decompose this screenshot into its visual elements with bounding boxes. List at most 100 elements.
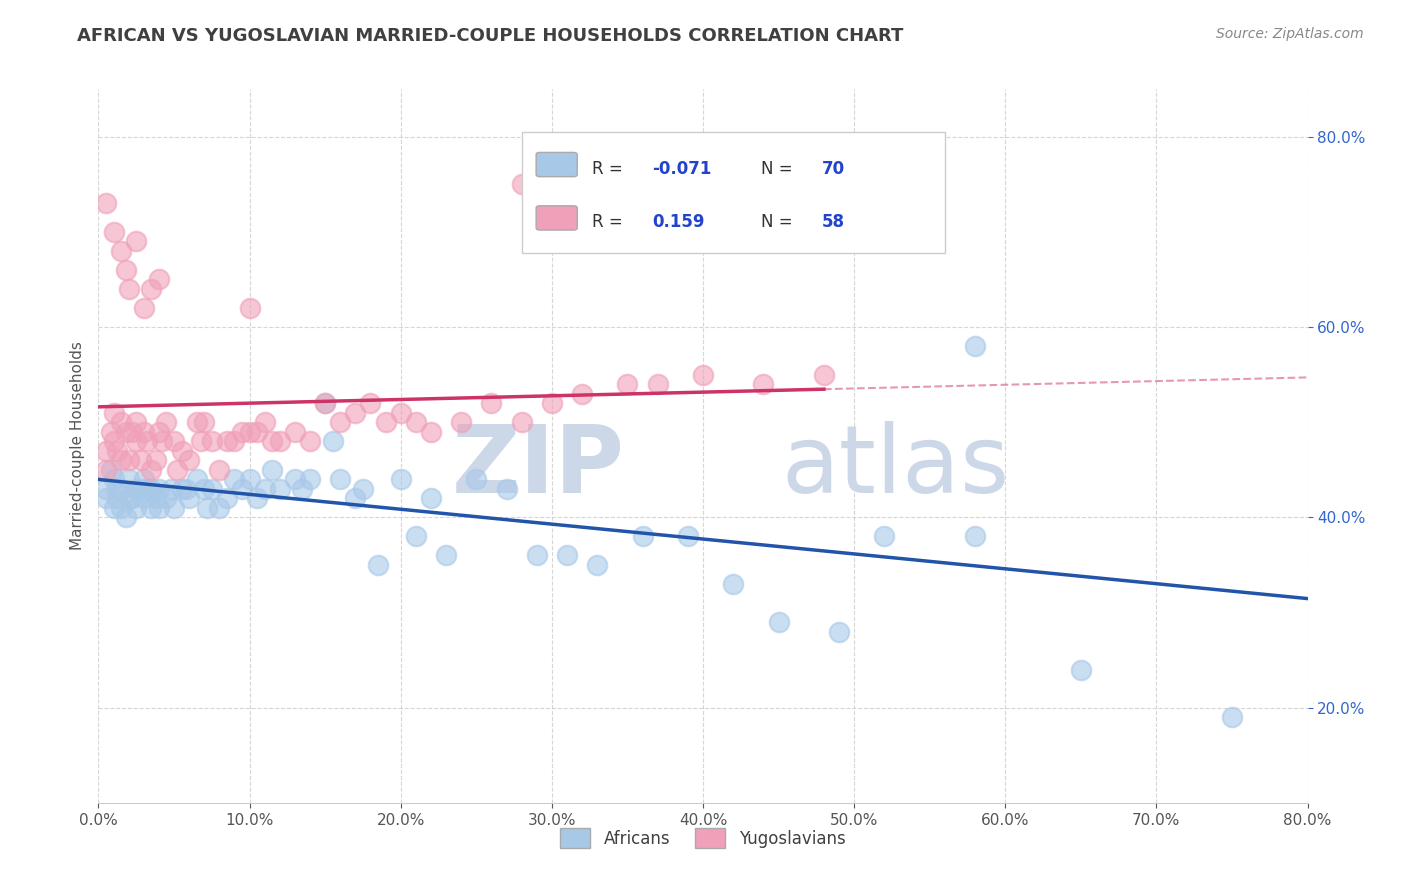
Text: Source: ZipAtlas.com: Source: ZipAtlas.com [1216, 27, 1364, 41]
Point [540, 396, 562, 410]
Point [94, 443, 117, 458]
Point [148, 425, 170, 439]
Point [314, 396, 336, 410]
Point [148, 482, 170, 496]
Point [631, 529, 654, 543]
Point [201, 434, 224, 449]
Text: N =: N = [761, 213, 799, 231]
Point [269, 434, 291, 449]
Point [723, 577, 745, 591]
Point [450, 415, 472, 429]
Point [465, 472, 488, 486]
Text: ZIP: ZIP [451, 421, 624, 514]
Point [510, 415, 533, 429]
Point [110, 500, 132, 515]
Point [526, 549, 548, 563]
Point [201, 482, 224, 496]
Point [125, 500, 148, 515]
Point [94, 482, 117, 496]
Point [215, 491, 238, 506]
Point [105, 443, 128, 458]
Point [179, 491, 201, 506]
Point [481, 396, 503, 410]
Point [125, 415, 148, 429]
Point [150, 434, 173, 449]
Point [299, 434, 322, 449]
Point [186, 472, 208, 486]
Point [100, 425, 122, 439]
Point [141, 500, 163, 515]
Point [103, 472, 125, 486]
Point [495, 482, 517, 496]
Point [389, 472, 412, 486]
Point [420, 425, 443, 439]
Text: R =: R = [592, 160, 627, 178]
Text: atlas: atlas [782, 421, 1010, 514]
Point [110, 244, 132, 258]
Point [239, 301, 262, 315]
Point [132, 491, 155, 506]
Point [195, 500, 218, 515]
Point [434, 549, 457, 563]
Point [374, 415, 396, 429]
Point [141, 463, 163, 477]
Point [135, 482, 157, 496]
Point [262, 463, 284, 477]
Point [170, 443, 193, 458]
Legend: Africans, Yugoslavians: Africans, Yugoslavians [554, 822, 852, 855]
Point [121, 425, 143, 439]
Point [141, 482, 163, 496]
Point [155, 415, 177, 429]
Point [155, 491, 177, 506]
Point [145, 491, 167, 506]
Point [405, 415, 427, 429]
Text: N =: N = [761, 160, 799, 178]
Point [571, 386, 593, 401]
FancyBboxPatch shape [536, 206, 578, 230]
Point [262, 434, 284, 449]
Point [215, 434, 238, 449]
Point [813, 368, 835, 382]
Point [329, 472, 352, 486]
Point [752, 377, 775, 392]
Point [103, 406, 125, 420]
Point [170, 482, 193, 496]
Point [676, 529, 699, 543]
Point [555, 549, 578, 563]
FancyBboxPatch shape [522, 132, 945, 253]
Text: AFRICAN VS YUGOSLAVIAN MARRIED-COUPLE HOUSEHOLDS CORRELATION CHART: AFRICAN VS YUGOSLAVIAN MARRIED-COUPLE HO… [77, 27, 904, 45]
Point [148, 272, 170, 286]
Point [239, 472, 262, 486]
Point [129, 453, 152, 467]
Point [125, 235, 148, 249]
Point [231, 425, 253, 439]
Point [193, 415, 215, 429]
Point [284, 472, 307, 486]
Point [125, 482, 148, 496]
Point [246, 425, 269, 439]
Point [110, 482, 132, 496]
Point [1070, 663, 1092, 677]
Point [166, 463, 188, 477]
Y-axis label: Married-couple Households: Married-couple Households [69, 342, 84, 550]
Point [239, 425, 262, 439]
Point [193, 482, 215, 496]
Point [360, 396, 382, 410]
Point [94, 196, 117, 211]
Point [768, 615, 790, 629]
Point [344, 491, 367, 506]
Text: R =: R = [592, 213, 627, 231]
Point [160, 482, 183, 496]
Text: 58: 58 [821, 213, 845, 231]
Point [114, 510, 136, 524]
Point [291, 482, 314, 496]
Point [118, 282, 141, 296]
Point [586, 558, 609, 572]
Point [129, 482, 152, 496]
Point [965, 339, 987, 353]
Point [163, 500, 186, 515]
Point [121, 491, 143, 506]
Point [179, 453, 201, 467]
Point [125, 434, 148, 449]
Point [299, 472, 322, 486]
